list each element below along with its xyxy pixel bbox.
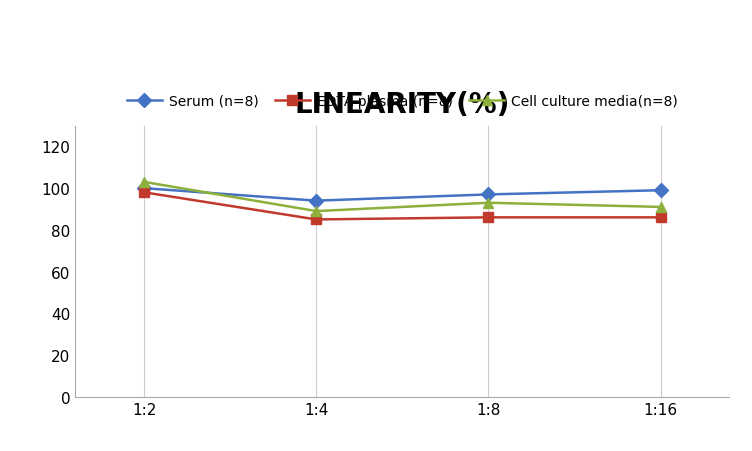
Title: LINEARITY(%): LINEARITY(%) [295,91,510,119]
EDTA plasma (n=8) [484,215,493,221]
Serum (n=8) [312,198,321,204]
Cell culture media(n=8) [484,201,493,206]
Cell culture media(n=8) [656,205,665,210]
Line: EDTA plasma (n=8): EDTA plasma (n=8) [139,188,666,225]
Line: Serum (n=8): Serum (n=8) [139,184,666,206]
EDTA plasma (n=8) [656,215,665,221]
Legend: Serum (n=8), EDTA plasma (n=8), Cell culture media(n=8): Serum (n=8), EDTA plasma (n=8), Cell cul… [121,89,684,114]
Serum (n=8) [656,188,665,193]
Cell culture media(n=8) [140,180,149,185]
Serum (n=8) [484,192,493,198]
Serum (n=8) [140,186,149,191]
EDTA plasma (n=8) [312,217,321,223]
Cell culture media(n=8) [312,209,321,214]
Line: Cell culture media(n=8): Cell culture media(n=8) [139,178,666,216]
EDTA plasma (n=8) [140,190,149,196]
